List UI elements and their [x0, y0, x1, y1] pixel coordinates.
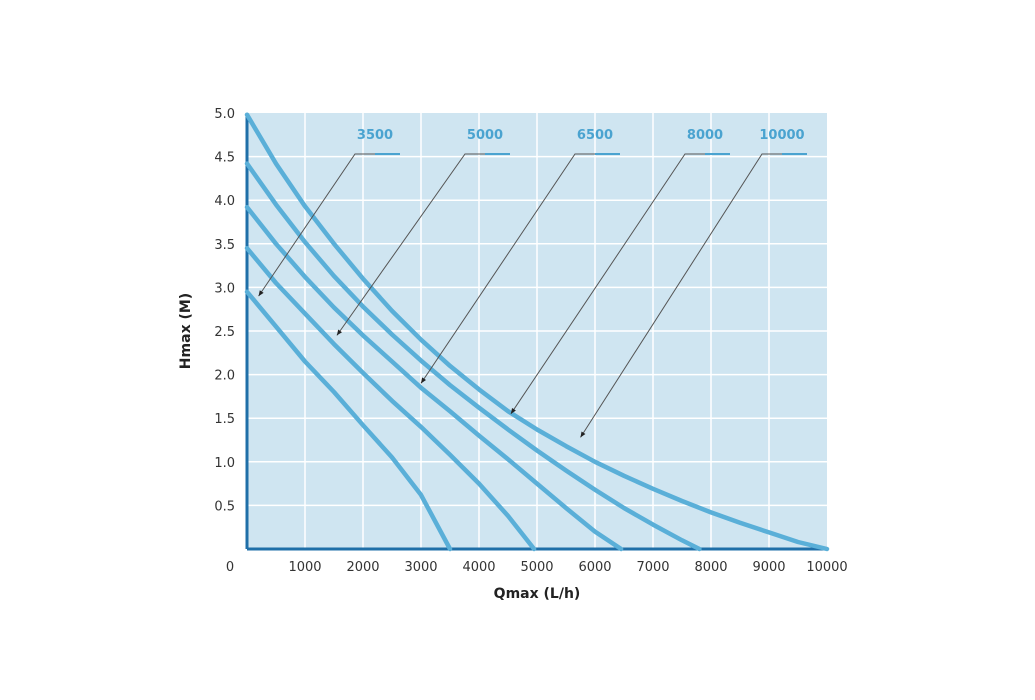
- x-tick-label: 5000: [520, 560, 553, 575]
- x-tick-label: 10000: [806, 560, 847, 575]
- series-line-10000: [244, 112, 830, 552]
- y-tick-label: 4.0: [214, 194, 235, 209]
- x-tick-label: 9000: [752, 560, 785, 575]
- x-tick-label: 6000: [578, 560, 611, 575]
- series-line-8000: [244, 161, 702, 552]
- y-tick-label: 0.5: [214, 499, 235, 514]
- y-tick-label: 3.0: [214, 281, 235, 296]
- series-label-10000: 10000: [759, 128, 804, 143]
- series-callouts: 3500 5000 6500 8000 10000: [258, 128, 807, 438]
- callout-leader: [510, 153, 705, 415]
- x-tick-label: 3000: [404, 560, 437, 575]
- callout-leader: [258, 153, 375, 297]
- y-tick-label: 1.5: [214, 412, 235, 427]
- callout-arrowhead: [580, 431, 586, 438]
- y-tick-label: 5.0: [214, 107, 235, 122]
- x-tick-label: 2000: [346, 560, 379, 575]
- x-tick-label: 1000: [288, 560, 321, 575]
- series-label-5000: 5000: [467, 128, 503, 143]
- series-lines: [244, 112, 830, 552]
- series-label-3500: 3500: [357, 128, 393, 143]
- y-tick-label: 2.5: [214, 325, 235, 340]
- y-tick-label: 1.0: [214, 456, 235, 471]
- x-axis-title: Qmax (L/h): [494, 586, 581, 602]
- series-line-5000: [244, 245, 537, 552]
- callout-arrowhead: [258, 290, 264, 297]
- y-tick-label: 3.5: [214, 238, 235, 253]
- origin-label: 0: [226, 560, 234, 575]
- series-label-8000: 8000: [687, 128, 723, 143]
- callout-leader: [336, 153, 485, 336]
- series-label-6500: 6500: [577, 128, 613, 143]
- x-tick-label: 8000: [694, 560, 727, 575]
- series-line-3500: [244, 289, 453, 552]
- callout-leader: [580, 153, 782, 438]
- axes: [245, 113, 827, 551]
- callout-arrowhead: [510, 407, 516, 414]
- tick-labels: 1000 2000 3000 4000 5000 6000 7000 8000 9000 1000…: [214, 107, 847, 575]
- grid-lines: [247, 113, 827, 549]
- x-tick-label: 7000: [636, 560, 669, 575]
- series-line-6500: [244, 204, 624, 552]
- y-axis-title: Hmax (M): [178, 293, 194, 369]
- callout-leader: [420, 153, 595, 384]
- x-tick-label: 4000: [462, 560, 495, 575]
- callout-arrowhead: [421, 377, 427, 384]
- callout-arrowhead: [336, 329, 342, 336]
- y-tick-label: 4.5: [214, 151, 235, 166]
- y-tick-label: 2.0: [214, 369, 235, 384]
